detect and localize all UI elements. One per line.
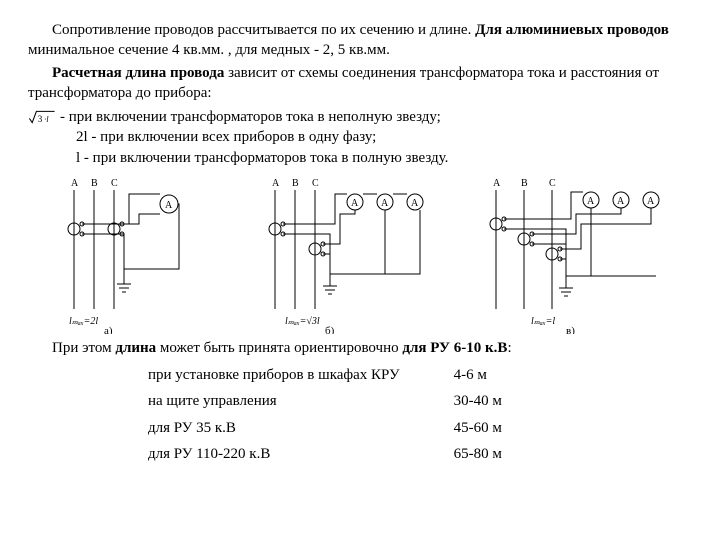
table-row: для РУ 35 к.В45-60 м xyxy=(148,415,516,441)
p3-bold2: для РУ 6-10 к.В xyxy=(402,340,507,356)
svg-text:A: A xyxy=(587,196,595,207)
table-row: для РУ 110-220 к.В65-80 м xyxy=(148,441,516,467)
p1-tail: минимальное сечение 4 кв.мм. , для медны… xyxy=(28,42,390,58)
diag-b-caption: б) xyxy=(325,325,335,334)
p3-c: : xyxy=(507,340,511,356)
svg-text:A: A xyxy=(351,198,359,209)
diagram-c: A B C A A A lₘₐₓ=l в) xyxy=(471,174,671,334)
phase-c-label: C xyxy=(111,178,118,189)
cell-label: для РУ 110-220 к.В xyxy=(148,441,414,467)
svg-text:A: A xyxy=(381,198,389,209)
p1-bold: Для алюминиевых проводов xyxy=(475,22,669,38)
length-table: при установке приборов в шкафах КРУ4-6 м… xyxy=(148,362,692,467)
p2-bold: Расчетная длина провода xyxy=(52,65,224,81)
cell-value: 30-40 м xyxy=(414,388,516,414)
rule-row-1: 3 ·l - при включении трансформаторов ток… xyxy=(28,107,692,127)
rule2-text: 2l - при включении всех приборов в одну … xyxy=(76,127,692,147)
diagram-row: A B C A lₘₐₓ=2l а) A B C xyxy=(28,174,692,334)
diagram-a: A B C A lₘₐₓ=2l а) xyxy=(49,174,209,334)
paragraph-1: Сопротивление проводов рассчитывается по… xyxy=(28,20,692,61)
svg-text:A: A xyxy=(647,196,655,207)
svg-text:A: A xyxy=(272,178,280,189)
diag-c-caption: в) xyxy=(566,325,575,334)
svg-text:A: A xyxy=(493,178,501,189)
svg-text:B: B xyxy=(292,178,299,189)
svg-text:B: B xyxy=(521,178,528,189)
svg-text:A: A xyxy=(617,196,625,207)
rule3-text: l - при включении трансформаторов тока в… xyxy=(76,148,692,168)
diag-b-formula: lₘₐₓ=√3l xyxy=(285,316,320,327)
p3-b: может быть принята ориентировочно xyxy=(156,340,402,356)
p1-text: Сопротивление проводов рассчитывается по… xyxy=(52,22,475,38)
diag-a-caption: а) xyxy=(104,325,113,334)
rule1-text: - при включении трансформаторов тока в н… xyxy=(60,107,441,127)
svg-text:·l: ·l xyxy=(44,115,49,124)
paragraph-2: Расчетная длина провода зависит от схемы… xyxy=(28,63,692,104)
svg-text:A: A xyxy=(165,200,173,211)
svg-text:3: 3 xyxy=(38,114,43,124)
table-row: на щите управления30-40 м xyxy=(148,388,516,414)
diag-a-formula: lₘₐₓ=2l xyxy=(69,316,98,327)
svg-text:C: C xyxy=(549,178,556,189)
cell-label: на щите управления xyxy=(148,388,414,414)
phase-b-label: B xyxy=(91,178,98,189)
phase-a-label: A xyxy=(71,178,79,189)
cell-label: для РУ 35 к.В xyxy=(148,415,414,441)
cell-value: 4-6 м xyxy=(414,362,516,388)
diag-c-formula: lₘₐₓ=l xyxy=(531,316,555,327)
paragraph-3: При этом длина может быть принята ориент… xyxy=(28,338,692,358)
table-row: при установке приборов в шкафах КРУ4-6 м xyxy=(148,362,516,388)
svg-text:C: C xyxy=(312,178,319,189)
diagram-b: A B C A A A lₘₐₓ=√3l б) xyxy=(250,174,430,334)
p3-a: При этом xyxy=(52,340,115,356)
cell-label: при установке приборов в шкафах КРУ xyxy=(148,362,414,388)
cell-value: 45-60 м xyxy=(414,415,516,441)
p3-bold: длина xyxy=(115,340,156,356)
svg-text:A: A xyxy=(411,198,419,209)
sqrt3l-icon: 3 ·l xyxy=(28,108,56,126)
cell-value: 65-80 м xyxy=(414,441,516,467)
